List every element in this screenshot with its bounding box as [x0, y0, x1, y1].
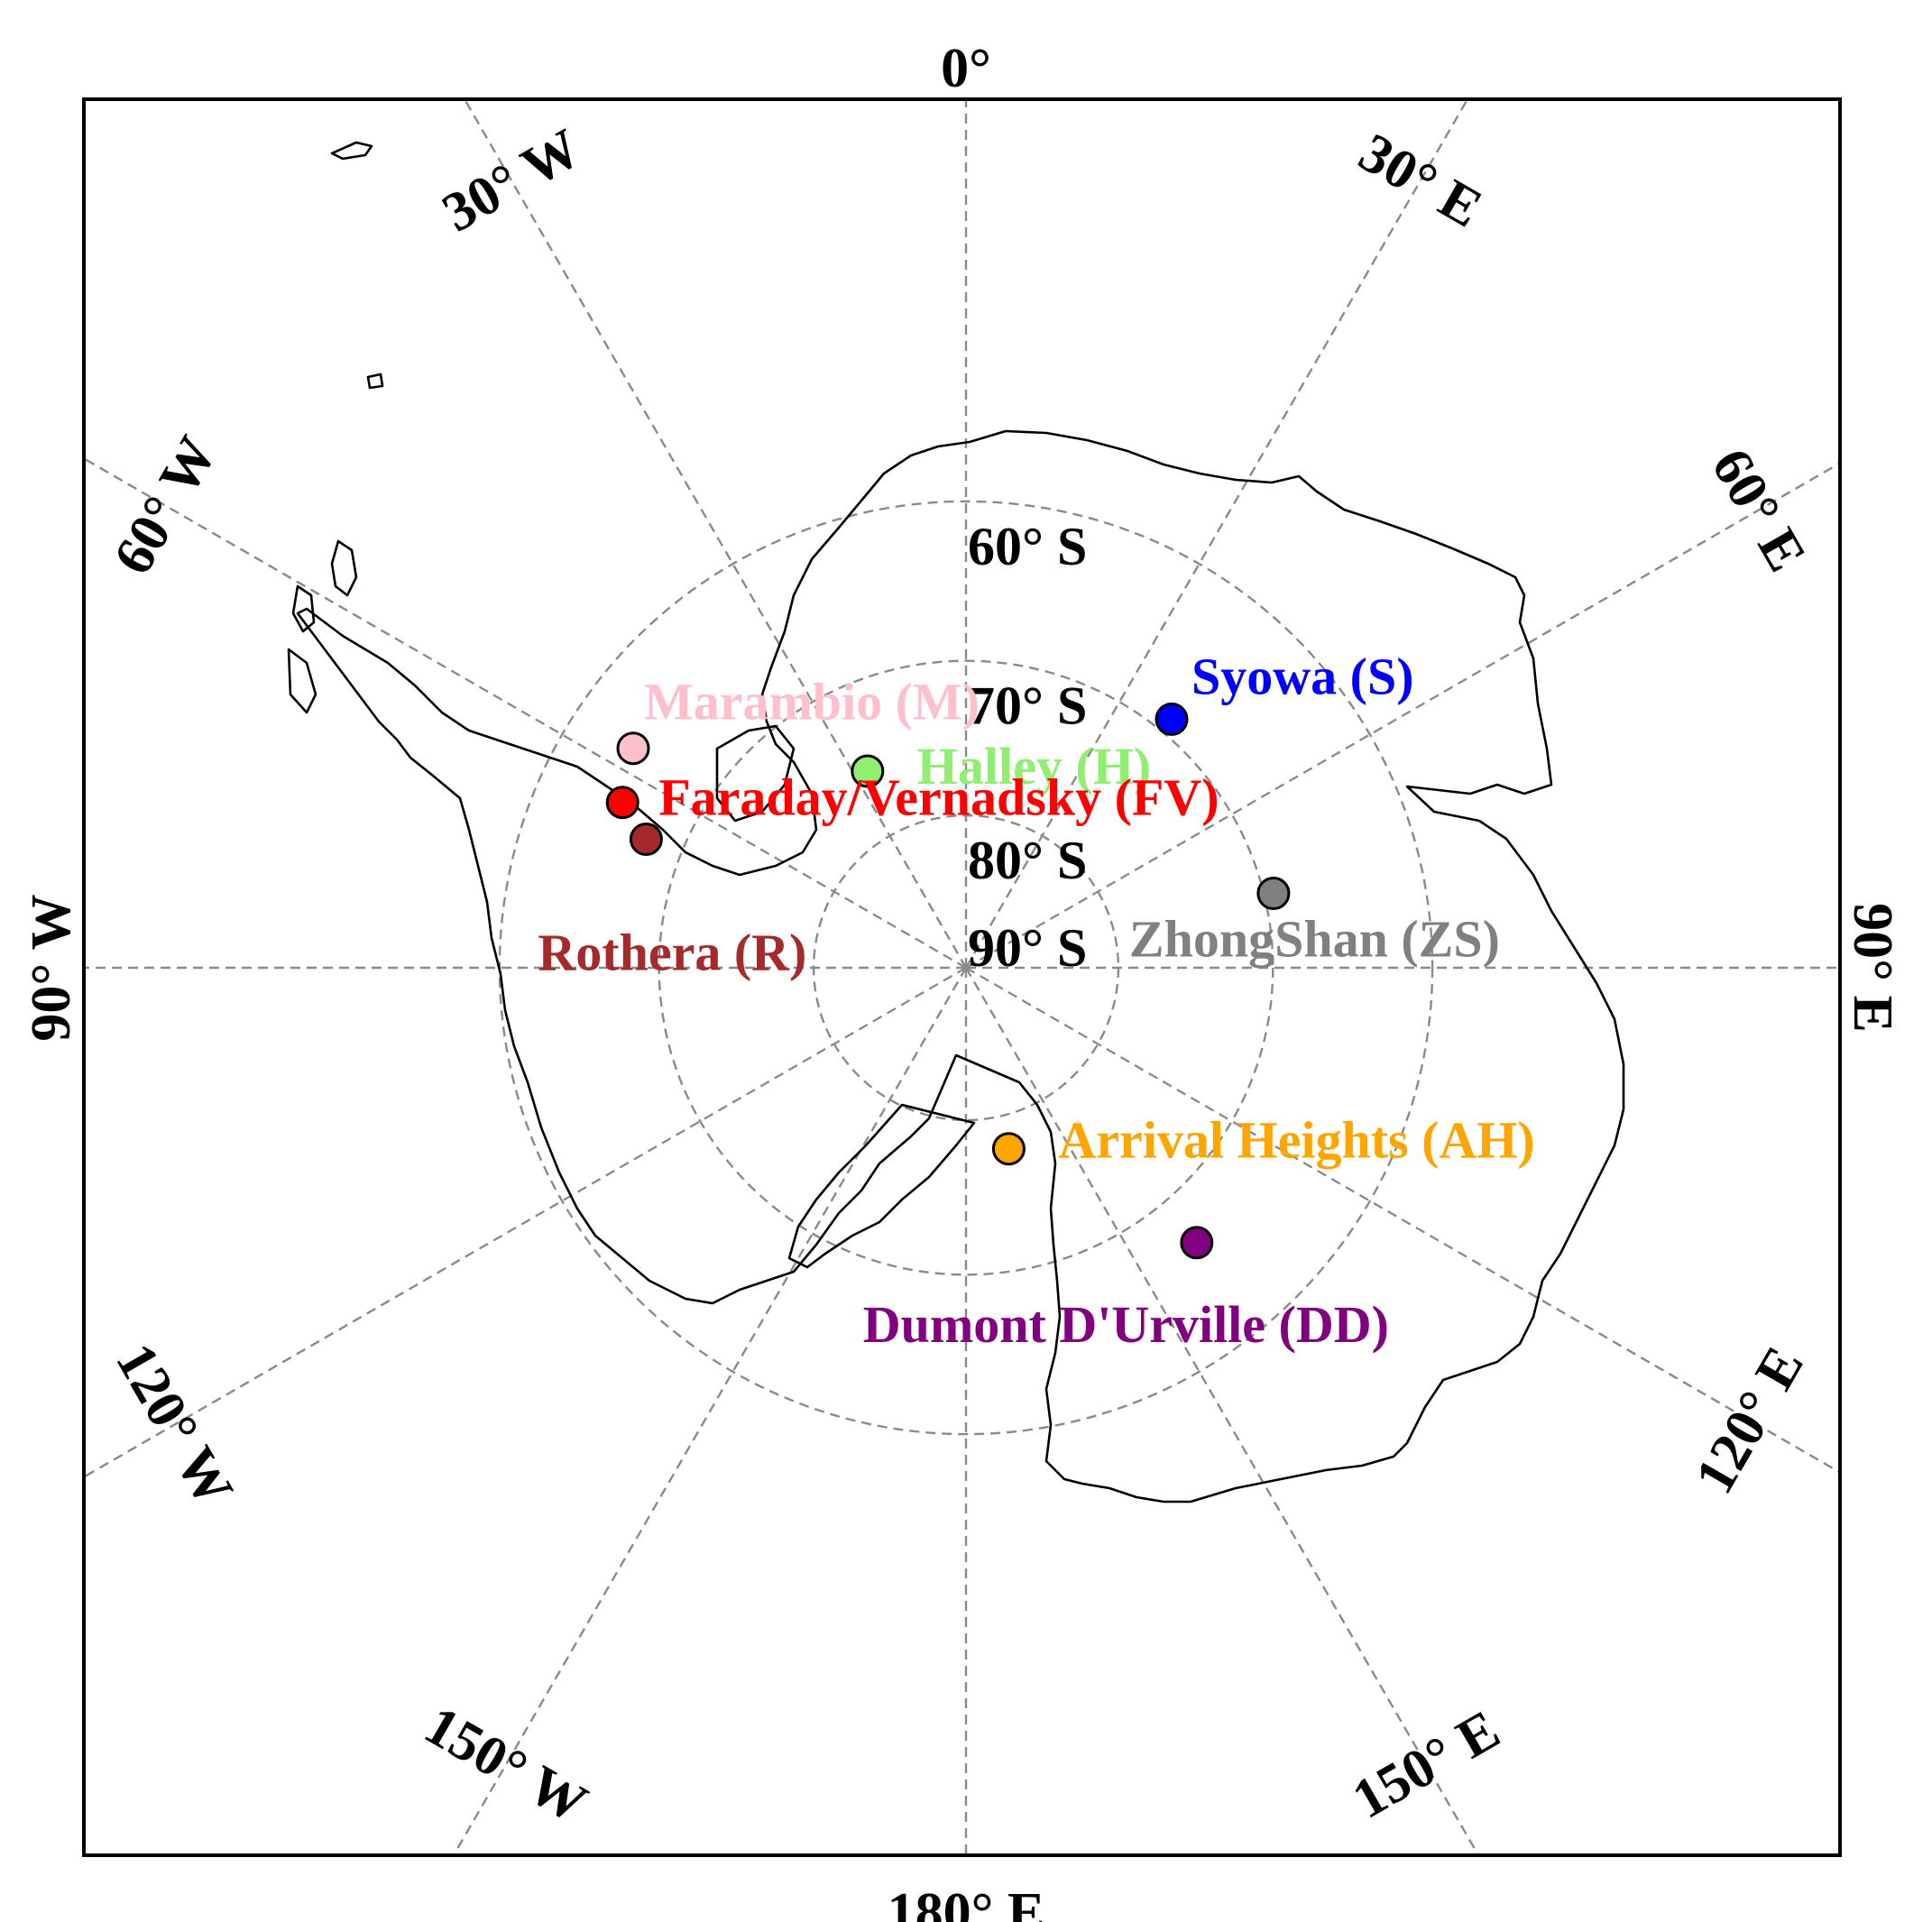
station-marker — [1256, 877, 1291, 910]
station-h: Halley (H) — [851, 737, 1151, 795]
station-marker — [851, 754, 885, 788]
station-label: ZhongShan (ZS) — [1129, 910, 1500, 969]
graticule — [83, 98, 1841, 1856]
longitude-label: 90° E — [1842, 903, 1903, 1033]
station-marker — [605, 786, 639, 820]
latitude-labels: 60° S 70° S 80° S 90° S — [968, 517, 1087, 978]
station-dd: Dumont D'Urville (DD) — [863, 1226, 1389, 1354]
station-ah: Arrival Heights (AH) — [991, 1111, 1535, 1170]
station-label: Marambio (M) — [644, 673, 980, 731]
latitude-circle — [658, 659, 1274, 1276]
meridian-line — [463, 98, 968, 969]
meridian-line — [83, 966, 967, 1478]
meridian-line — [964, 967, 1480, 1856]
peninsula-islands — [287, 539, 358, 714]
latitude-label: 90° S — [968, 918, 1087, 978]
station-marker — [1155, 702, 1189, 736]
stations: Marambio (M) Halley (H)Faraday/Vernadsky … — [538, 647, 1534, 1353]
map-frame — [82, 97, 1842, 1857]
station-r: Rothera (R) — [538, 823, 806, 982]
station-s: Syowa (S) — [1155, 647, 1414, 736]
station-marker — [629, 823, 663, 856]
south-orkney — [366, 372, 384, 390]
meridian-line — [83, 457, 967, 970]
meridian-line — [965, 462, 1841, 970]
station-label: Faraday/Vernadsky (FV) — [658, 768, 1219, 827]
meridian-line — [965, 966, 1841, 1474]
latitude-label: 70° S — [968, 676, 1087, 736]
antarctica-coastline — [296, 429, 1625, 1504]
station-label: Halley (H) — [917, 737, 1151, 795]
ross-ice-shelf — [787, 1103, 976, 1269]
latitude-label: 60° S — [968, 517, 1087, 576]
station-label: Syowa (S) — [1191, 647, 1414, 705]
meridian-line — [452, 967, 968, 1856]
map-background — [84, 99, 1840, 1855]
station-marker — [1180, 1226, 1214, 1260]
station-marker — [616, 731, 650, 766]
station-label: Rothera (R) — [538, 924, 806, 982]
longitude-label: 180° E — [888, 1882, 1045, 1922]
station-label: Arrival Heights (AH) — [1058, 1111, 1534, 1170]
station-label: Dumont D'Urville (DD) — [863, 1295, 1389, 1354]
longitude-label: 90° W — [21, 894, 82, 1041]
station-m: Marambio (M) — [616, 673, 980, 766]
ronne-ice-shelf — [715, 724, 796, 823]
coastline — [287, 141, 1625, 1504]
south-georgia — [330, 141, 373, 161]
longitude-label: 0° — [941, 38, 991, 99]
station-fv: Faraday/Vernadsky (FV) — [605, 768, 1219, 827]
latitude-label: 80° S — [968, 831, 1087, 890]
station-zs: ZhongShan (ZS) — [1129, 877, 1500, 969]
meridian-line — [964, 98, 1469, 969]
station-marker — [991, 1132, 1026, 1166]
